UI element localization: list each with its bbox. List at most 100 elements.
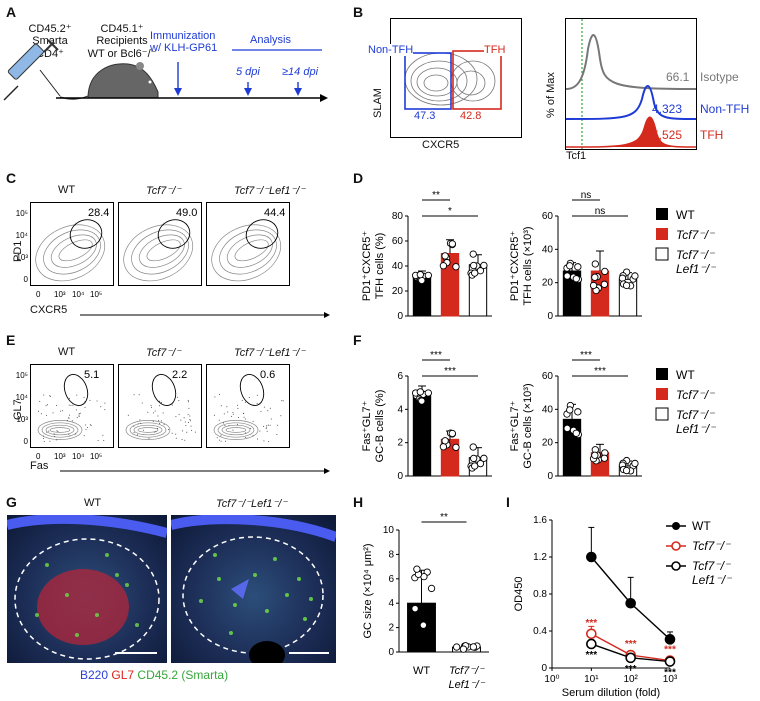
c-genotype-wt: WT [58, 184, 76, 196]
micrograph-wt [6, 514, 168, 664]
event-dot [150, 404, 152, 406]
c-ytick: 10⁵ [16, 209, 28, 218]
event-dot [263, 406, 265, 408]
data-point [411, 604, 419, 613]
legend-dko-1: Tcf7⁻/⁻ [676, 248, 716, 262]
data-point [601, 267, 609, 276]
event-dot [43, 441, 45, 443]
e-flow-plot-0: 5.1 [30, 364, 114, 448]
y-tick-label: 40 [542, 244, 554, 255]
panel-label-g: G [6, 494, 17, 510]
event-dot [40, 413, 42, 415]
event-dot [252, 435, 254, 437]
y-tick-label: 20 [392, 286, 404, 297]
data-point [591, 260, 599, 268]
panel-label-a: A [6, 4, 17, 20]
data-point [480, 261, 488, 270]
i-point-0 [625, 597, 636, 609]
e-genotype-wt: WT [58, 346, 76, 358]
i-y-tick-label: 0.4 [533, 626, 547, 637]
event-dot [218, 439, 220, 441]
e-gate-pct-1: 2.2 [172, 369, 187, 381]
data-point [471, 269, 479, 277]
contour [138, 234, 185, 268]
event-dot [72, 404, 74, 406]
event-dot [224, 440, 226, 442]
wt-follicle-outline [14, 538, 160, 660]
event-dot [79, 412, 81, 414]
event-dot [242, 412, 244, 414]
bar-0 [412, 395, 432, 477]
data-point [622, 466, 631, 475]
legend-swatch-dko [655, 407, 669, 421]
event-dot [142, 429, 144, 431]
event-dot [178, 399, 180, 401]
event-dot [238, 416, 240, 418]
contour [125, 420, 171, 440]
event-dot [70, 404, 72, 406]
legend-swatch-tcf7 [656, 388, 668, 400]
data-point [600, 454, 609, 462]
y-label-line-1: Fas⁺GL7⁺ [509, 400, 521, 451]
event-dot [83, 397, 85, 399]
y-tick-label: 40 [542, 404, 554, 415]
event-dot [262, 425, 264, 427]
event-dot [184, 421, 186, 423]
event-dot [188, 421, 190, 423]
event-dot [136, 434, 138, 436]
e-plot-frame [206, 364, 290, 448]
event-dot [85, 428, 87, 430]
event-dot [160, 420, 162, 422]
c-axis-arrow [80, 312, 330, 318]
y-tick-label: 8 [388, 549, 394, 560]
event-dot [152, 412, 154, 414]
i-point-2 [625, 652, 636, 664]
event-dot [152, 420, 154, 422]
panel-label-d: D [353, 170, 364, 186]
c-contours [123, 224, 193, 282]
legend-cd45: CD45.2 (Smarta) [137, 668, 229, 682]
event-dot [236, 404, 238, 406]
event-dot [194, 431, 196, 433]
i-x-label: Serum dilution (fold) [562, 687, 660, 699]
y-tick-label: 4 [388, 598, 394, 609]
event-dot [266, 425, 268, 427]
event-dot [52, 412, 54, 414]
contour [217, 422, 255, 438]
data-point [600, 280, 609, 288]
contour [123, 224, 193, 282]
c-y-ticks: 0 10³ 10⁴ 10⁵ [16, 209, 29, 284]
i-sig-red: *** [664, 645, 676, 656]
event-dot [237, 407, 239, 409]
contour [137, 427, 159, 433]
event-dot [224, 425, 226, 427]
sig-label-0: *** [580, 350, 592, 361]
y-tick-label: 6 [388, 574, 394, 585]
e-ytick: 10⁵ [16, 371, 28, 380]
y-label-line-2: TFH cells (%) [374, 233, 386, 300]
legend-gl7: GL7 [111, 668, 135, 682]
y-tick-label: 0 [397, 471, 403, 482]
y-tick-label: 10 [383, 525, 395, 536]
panel-a-diagram [3, 39, 328, 102]
event-dot [218, 393, 220, 395]
cxcr5-axis-label-c: CXCR5 [30, 304, 68, 316]
i-point-0 [664, 634, 676, 645]
injection-line [39, 69, 61, 97]
histogram-svg [566, 19, 696, 149]
event-dot [154, 410, 156, 412]
y-label-line-1: PD1⁺CXCR5⁺ [361, 231, 373, 301]
event-dot [243, 416, 245, 418]
bar-chart-H: 0 2 4 6 8 10 ** GC size (×10⁴ μm²) [362, 512, 489, 658]
event-dot [245, 437, 247, 439]
event-dot [69, 414, 71, 416]
sig-label-1: *** [594, 366, 606, 377]
event-dot [231, 415, 233, 417]
i-y-tick-label: 1.2 [533, 552, 547, 563]
y-tick-label: 0 [397, 311, 403, 322]
data-point [469, 443, 477, 451]
i-point-2 [664, 656, 676, 667]
event-dot [220, 435, 222, 437]
data-point [469, 643, 478, 651]
